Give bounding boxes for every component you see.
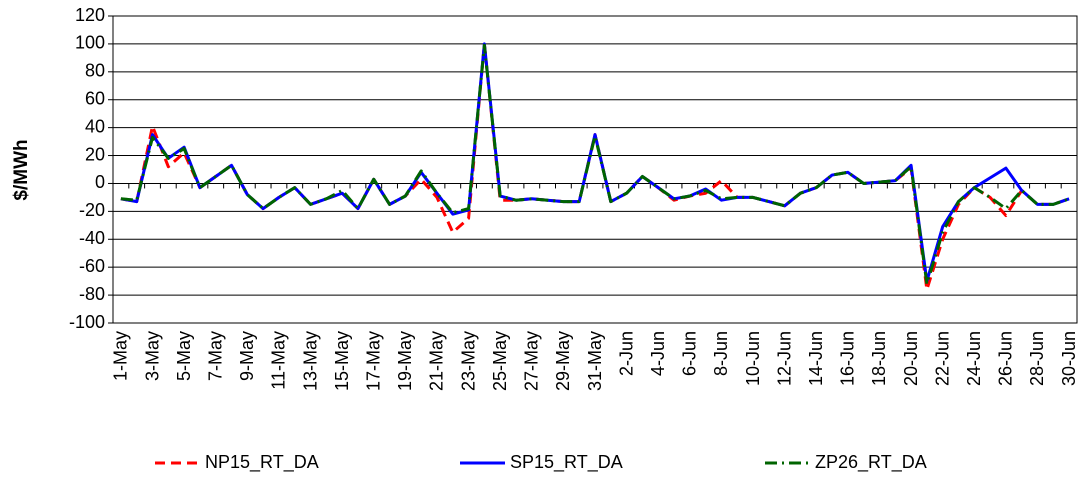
x-tick-label: 13-May xyxy=(300,331,320,391)
x-tick-label: 16-Jun xyxy=(838,331,858,386)
x-tick-label: 20-Jun xyxy=(901,331,921,386)
x-tick-label: 24-Jun xyxy=(964,331,984,386)
y-tick-label: 20 xyxy=(85,144,105,164)
x-tick-label: 4-Jun xyxy=(648,331,668,376)
y-tick-label: 0 xyxy=(95,172,105,192)
legend-label: NP15_RT_DA xyxy=(205,452,319,473)
y-tick-label: 40 xyxy=(85,116,105,136)
y-tick-label: -20 xyxy=(79,200,105,220)
x-tick-label: 7-May xyxy=(205,331,225,381)
y-tick-label: -60 xyxy=(79,256,105,276)
x-tick-label: 19-May xyxy=(395,331,415,391)
x-tick-label: 6-Jun xyxy=(680,331,700,376)
x-tick-label: 23-May xyxy=(458,331,478,391)
plot-area xyxy=(112,15,1078,324)
x-tick-label: 8-Jun xyxy=(711,331,731,376)
x-tick-label: 2-Jun xyxy=(616,331,636,376)
y-tick-label: -40 xyxy=(79,228,105,248)
x-tick-label: 15-May xyxy=(332,331,352,391)
x-tick-label: 27-May xyxy=(522,331,542,391)
x-tick-label: 11-May xyxy=(269,331,289,390)
x-tick-label: 9-May xyxy=(237,331,257,381)
x-tick-label: 14-Jun xyxy=(806,331,826,386)
series-line xyxy=(120,42,1070,292)
x-tick-label: 30-Jun xyxy=(1059,331,1079,386)
x-tick-label: 3-May xyxy=(142,331,162,381)
y-tick-label: 80 xyxy=(85,61,105,81)
x-tick-label: 10-Jun xyxy=(743,331,763,386)
y-tick-label: 100 xyxy=(75,33,105,53)
legend-label: ZP26_RT_DA xyxy=(815,452,927,473)
y-tick-label: -80 xyxy=(79,284,105,304)
x-tick-label: 18-Jun xyxy=(869,331,889,386)
x-tick-label: 29-May xyxy=(553,331,573,391)
series-line xyxy=(120,43,1070,286)
x-tick-label: 26-Jun xyxy=(996,331,1016,386)
x-tick-label: 17-May xyxy=(364,331,384,391)
x-tick-label: 31-May xyxy=(585,331,605,391)
x-tick-label: 12-Jun xyxy=(774,331,794,386)
x-tick-label: 25-May xyxy=(490,331,510,391)
y-axis-title: $/MWh xyxy=(11,139,32,200)
x-tick-label: 21-May xyxy=(427,331,447,391)
y-tick-label: 60 xyxy=(85,88,105,108)
x-tick-label: 22-Jun xyxy=(932,331,952,386)
x-tick-label: 28-Jun xyxy=(1027,331,1047,386)
legend-label: SP15_RT_DA xyxy=(510,452,623,473)
x-tick-label: 5-May xyxy=(174,331,194,381)
y-tick-label: -100 xyxy=(69,312,105,332)
y-tick-label: 120 xyxy=(75,5,105,25)
series-line xyxy=(120,42,1070,283)
x-tick-label: 1-May xyxy=(111,331,131,381)
